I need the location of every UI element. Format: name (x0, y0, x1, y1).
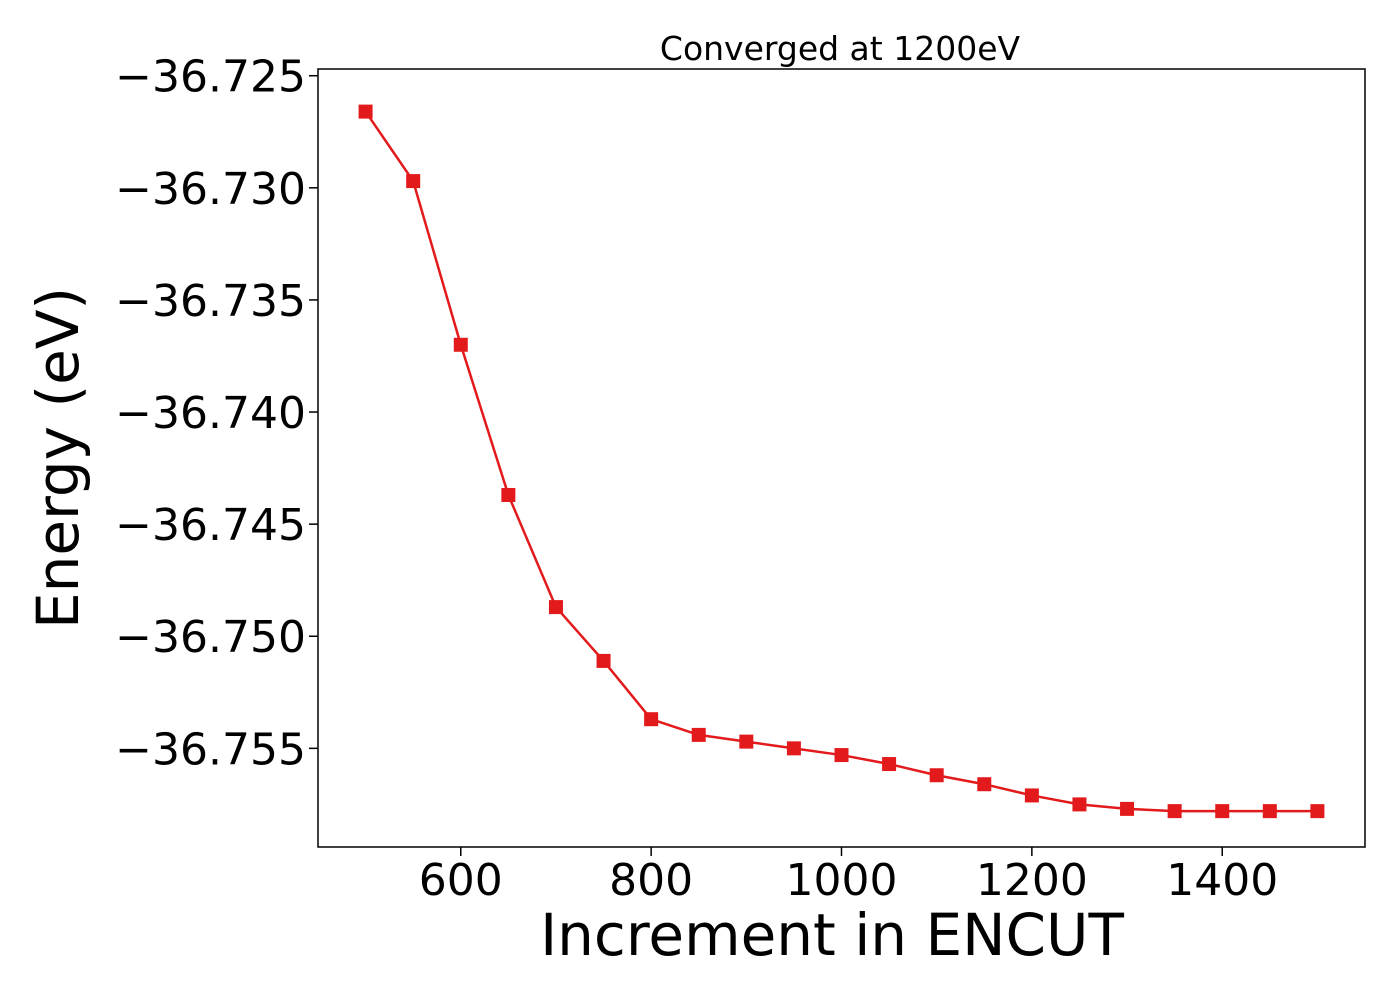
y-tick-label: −36.755 (115, 724, 306, 775)
y-tick-label: −36.745 (115, 500, 306, 551)
data-point-marker (834, 748, 849, 763)
data-point-marker (358, 104, 373, 119)
data-point-marker (739, 734, 754, 749)
plot-area: 600 800 1000 1200 1400 −36.725 −36.730 −36.735… (115, 52, 1366, 906)
y-tick-label: −36.735 (115, 276, 306, 327)
series-line (364, 110, 1318, 813)
data-point-marker (548, 600, 563, 615)
data-point-marker (596, 653, 611, 668)
series-layer (358, 104, 1325, 819)
plot-frame (317, 68, 1366, 848)
data-point-marker (453, 337, 468, 352)
y-axis-title: Energy (eV) (24, 287, 92, 629)
data-point-marker (1215, 804, 1230, 819)
x-tick-label: 1000 (786, 855, 898, 906)
y-tick-label: −36.740 (115, 388, 306, 439)
data-point-marker (1072, 797, 1087, 812)
data-point-marker (1262, 804, 1277, 819)
data-point-marker (691, 727, 706, 742)
data-point-marker (1024, 788, 1039, 803)
x-axis-title: Increment in ENCUT (540, 901, 1124, 969)
y-tick-label: −36.725 (115, 52, 306, 103)
data-point-marker (882, 757, 897, 772)
data-point-marker (1120, 801, 1135, 816)
x-tick-label: 600 (419, 855, 503, 906)
data-point-marker (644, 712, 659, 727)
x-tick-label: 800 (609, 855, 693, 906)
data-point-marker (406, 174, 421, 189)
y-tick-label: −36.750 (115, 612, 306, 663)
y-tick-label: −36.730 (115, 164, 306, 215)
x-axis-ticks: 600 800 1000 1200 1400 (419, 847, 1278, 906)
y-axis-ticks: −36.725 −36.730 −36.735 −36.740 −36.745 −36.7… (115, 52, 318, 775)
data-point-marker (977, 777, 992, 792)
data-point-marker (1310, 804, 1325, 819)
chart-title: Converged at 1200eV (660, 29, 1021, 68)
data-point-marker (1167, 804, 1182, 819)
data-point-marker (929, 768, 944, 783)
x-tick-label: 1400 (1166, 855, 1278, 906)
data-point-marker (501, 487, 516, 502)
data-point-marker (786, 741, 801, 756)
x-tick-label: 1200 (976, 855, 1088, 906)
